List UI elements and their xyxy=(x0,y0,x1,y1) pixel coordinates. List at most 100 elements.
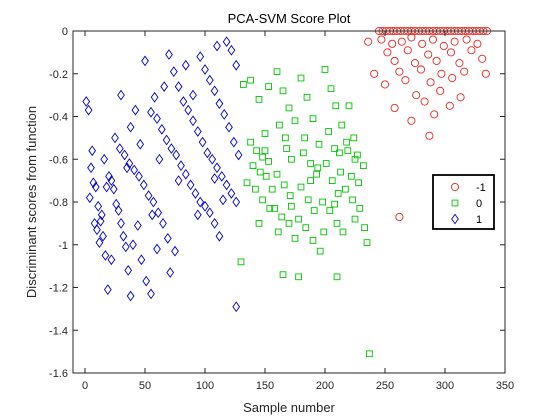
data-point xyxy=(196,51,205,63)
data-point xyxy=(120,149,129,161)
data-point xyxy=(356,205,364,212)
data-point xyxy=(203,147,212,159)
data-point xyxy=(333,273,341,281)
data-point xyxy=(397,37,406,46)
data-point xyxy=(186,179,195,191)
series-2 xyxy=(82,36,243,313)
data-point xyxy=(219,194,227,206)
data-point xyxy=(119,230,128,242)
data-point xyxy=(337,168,344,176)
data-point xyxy=(172,149,181,161)
x-tick-label: 250 xyxy=(376,380,394,392)
x-tick-label: 300 xyxy=(436,380,454,392)
data-point xyxy=(350,134,358,142)
data-point xyxy=(265,158,272,165)
data-point xyxy=(240,81,247,88)
data-point xyxy=(325,128,332,135)
data-point xyxy=(135,170,143,182)
legend-label: -1 xyxy=(476,182,486,194)
data-point xyxy=(283,145,290,152)
data-point xyxy=(232,301,241,313)
data-point xyxy=(295,215,302,223)
data-point xyxy=(280,181,288,189)
data-point xyxy=(278,213,286,221)
data-point xyxy=(205,207,214,219)
data-point xyxy=(348,172,355,180)
data-point xyxy=(171,245,179,257)
x-tick-label: 50 xyxy=(139,380,151,392)
data-point xyxy=(234,149,243,161)
data-point xyxy=(210,85,219,97)
data-point xyxy=(331,200,338,208)
data-point xyxy=(107,254,116,266)
data-point xyxy=(123,162,131,174)
legend: -1 0 1 xyxy=(432,174,495,230)
data-point xyxy=(255,220,263,227)
data-point xyxy=(101,250,110,261)
y-tick-label: -0.4 xyxy=(49,112,68,124)
data-point xyxy=(213,40,221,52)
data-point xyxy=(428,35,438,44)
y-tick-label: -0.8 xyxy=(49,197,68,209)
data-point xyxy=(481,69,490,78)
data-point xyxy=(314,164,322,172)
data-point xyxy=(155,153,164,165)
data-point xyxy=(285,104,293,112)
data-point xyxy=(136,138,145,150)
data-point xyxy=(87,162,95,174)
data-point xyxy=(432,56,441,65)
data-point xyxy=(162,134,171,146)
data-point xyxy=(395,212,404,222)
data-point xyxy=(150,91,159,103)
data-point xyxy=(426,78,435,87)
y-tick-label: -1.4 xyxy=(49,325,68,337)
data-point xyxy=(390,103,399,112)
data-point xyxy=(288,155,295,163)
data-point xyxy=(89,177,98,189)
data-point xyxy=(184,104,193,116)
data-point xyxy=(288,202,295,210)
data-point xyxy=(332,102,340,110)
data-point xyxy=(213,162,221,174)
data-point xyxy=(343,138,350,146)
data-point xyxy=(100,153,109,165)
data-point xyxy=(361,224,368,232)
data-point xyxy=(232,196,241,208)
data-point xyxy=(448,73,457,83)
data-point xyxy=(424,50,433,59)
x-tick-label: 150 xyxy=(256,380,274,392)
data-point xyxy=(302,224,310,232)
data-point xyxy=(331,145,338,152)
data-point xyxy=(282,134,289,142)
data-point xyxy=(243,179,251,187)
data-point xyxy=(205,74,214,86)
data-point xyxy=(125,158,134,169)
y-tick-label: -0.6 xyxy=(49,154,68,166)
data-point xyxy=(310,207,318,214)
data-point xyxy=(247,76,254,84)
data-point xyxy=(177,160,185,172)
data-point xyxy=(137,254,146,266)
data-point xyxy=(383,48,392,57)
data-point xyxy=(297,183,305,191)
data-point xyxy=(253,147,260,155)
data-point xyxy=(328,177,336,184)
data-point xyxy=(285,220,293,227)
data-point xyxy=(462,35,471,44)
data-point xyxy=(316,247,324,255)
legend-label: 1 xyxy=(476,214,482,226)
data-point xyxy=(210,173,219,184)
data-point xyxy=(201,64,209,75)
data-point xyxy=(309,237,317,244)
data-point xyxy=(131,104,140,116)
data-point xyxy=(351,155,359,163)
data-point xyxy=(129,239,137,251)
data-point xyxy=(450,37,459,46)
data-point xyxy=(407,116,416,125)
data-point xyxy=(336,149,343,157)
data-point xyxy=(259,153,266,161)
data-point xyxy=(297,74,305,82)
data-point xyxy=(94,200,103,212)
x-tick-label: 0 xyxy=(82,380,88,392)
data-point xyxy=(208,153,217,165)
